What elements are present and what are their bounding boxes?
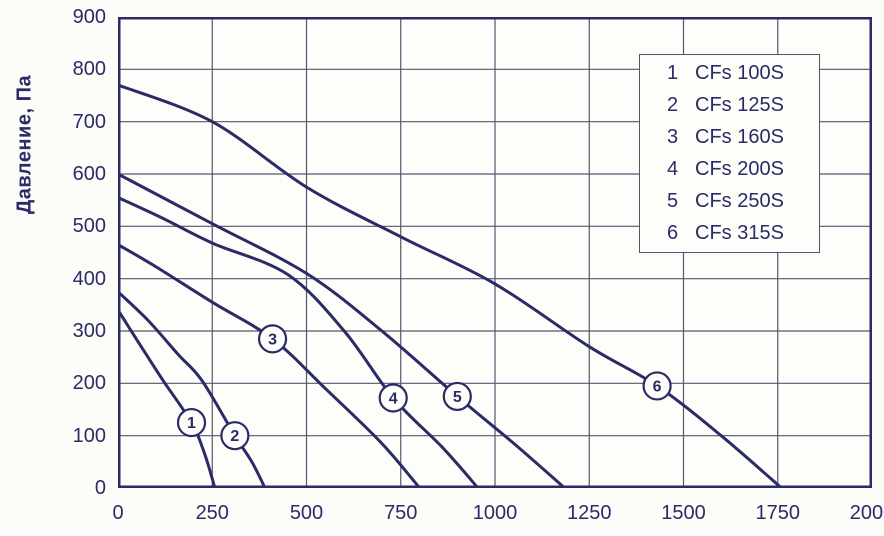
- y-tick-label-700: 700: [72, 110, 106, 133]
- plot-area: 1 2 3 4 5 6 1 CFs 100S 2 CFs 125S 3 CFs 160S 4 CFs 2…: [118, 17, 872, 488]
- y-tick-label-900: 900: [72, 6, 106, 28]
- x-tick-label-1750: 1750: [755, 502, 801, 524]
- y-tick-label-200: 200: [72, 372, 106, 395]
- legend-box: 1 CFs 100S 2 CFs 125S 3 CFs 160S 4 CFs 200S 5 CFs…: [639, 54, 820, 253]
- curve-marker-circle-5: [442, 381, 472, 412]
- curve-marker-circle-4: [378, 383, 408, 413]
- y-tick-label-800: 800: [72, 58, 106, 81]
- y-tick-label-400: 400: [72, 267, 106, 290]
- legend-item-label: CFs 100S: [695, 62, 784, 84]
- y-tick-label-300: 300: [72, 320, 106, 342]
- y-tick-label-600: 600: [72, 163, 106, 185]
- y-axis-tick-labels: 0 100 200 300 400 500 600 700 800 900: [0, 0, 106, 536]
- legend-item-number: 1: [666, 62, 679, 84]
- x-tick-label-1500: 1500: [661, 502, 706, 524]
- plot-border: [118, 17, 872, 488]
- curve-marker-number-6: 6: [653, 378, 662, 395]
- curve-marker-number-4: 4: [389, 390, 398, 407]
- legend-item-4: 4 CFs 200S: [640, 154, 819, 186]
- curve-marker-circle-3: [257, 324, 288, 354]
- legend-item-3: 3 CFs 160S: [640, 122, 819, 154]
- legend-item-2: 2 CFs 125S: [640, 90, 819, 122]
- curve-marker-number-3: 3: [268, 331, 277, 348]
- curve-cfs-125s: [118, 290, 267, 488]
- x-tick-label-0: 0: [112, 502, 124, 524]
- x-tick-label-750: 750: [384, 502, 418, 524]
- curve-marker-number-1: 1: [187, 415, 196, 432]
- legend-item-5: 5 CFs 250S: [640, 186, 819, 218]
- legend-item-label: CFs 200S: [695, 158, 784, 180]
- y-tick-label-0: 0: [94, 477, 106, 499]
- x-tick-label-500: 500: [289, 502, 324, 524]
- curve-cfs-315s: [118, 83, 783, 488]
- x-tick-label-1250: 1250: [567, 502, 612, 524]
- legend-item-label: CFs 160S: [695, 126, 784, 148]
- curve-marker-circle-6: [642, 371, 672, 401]
- y-tick-label-500: 500: [72, 215, 106, 238]
- legend-item-6: 6 CFs 315S: [640, 218, 819, 250]
- legend-item-number: 6: [666, 222, 679, 244]
- curve-marker-number-5: 5: [453, 389, 462, 406]
- legend-item-label: CFs 250S: [695, 190, 784, 212]
- curve-marker-number-2: 2: [230, 428, 239, 445]
- legend-item-number: 5: [666, 190, 679, 212]
- legend-item-label: CFs 125S: [695, 94, 784, 116]
- x-tick-label-2000: 2000: [849, 502, 884, 524]
- legend-item-number: 3: [666, 126, 679, 148]
- legend-item-number: 2: [666, 94, 679, 116]
- y-tick-label-100: 100: [72, 424, 106, 447]
- legend-item-1: 1 CFs 100S: [640, 58, 819, 90]
- legend-item-number: 4: [666, 158, 679, 180]
- curve-cfs-250s: [118, 172, 567, 488]
- curve-cfs-200s: [118, 196, 480, 488]
- curve-marker-circle-1: [176, 407, 207, 438]
- legend-item-label: CFs 315S: [695, 222, 784, 244]
- curve-cfs-100s: [118, 308, 217, 488]
- x-tick-label-1000: 1000: [472, 502, 518, 524]
- x-tick-label-250: 250: [195, 502, 229, 524]
- curve-marker-circle-2: [220, 421, 250, 451]
- x-axis-tick-labels: 0 250 500 750 1000 1250 1500 1750 2000: [0, 500, 884, 530]
